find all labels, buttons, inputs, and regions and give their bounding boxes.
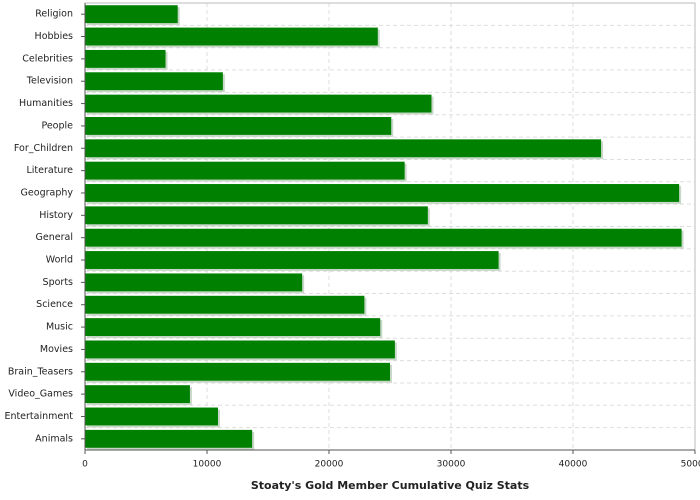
- y-tick-label: Humanities: [19, 98, 73, 109]
- bar: [85, 429, 253, 448]
- bar: [85, 407, 218, 426]
- bar: [85, 5, 178, 24]
- y-tick-label: Movies: [40, 344, 73, 355]
- bar: [85, 161, 405, 180]
- y-tick-label: World: [46, 255, 73, 266]
- y-tick-label: For_Children: [14, 143, 73, 154]
- y-tick-label: Video_Games: [8, 389, 73, 400]
- bar: [85, 318, 381, 337]
- bar: [85, 49, 166, 68]
- bar: [85, 385, 190, 404]
- bar: [85, 295, 365, 314]
- bar: [85, 27, 378, 46]
- y-tick-label: General: [36, 232, 73, 243]
- bar: [85, 94, 432, 113]
- y-tick-label: Celebrities: [22, 53, 73, 64]
- y-tick-label: Music: [46, 322, 73, 333]
- x-tick-label: 30000: [437, 460, 466, 470]
- bar: [85, 362, 390, 381]
- y-tick-label: Television: [26, 76, 73, 87]
- bar: [85, 116, 392, 135]
- y-tick-label: Brain_Teasers: [8, 366, 73, 377]
- y-tick-label: Science: [36, 299, 73, 310]
- y-tick-label: Animals: [35, 433, 73, 444]
- y-tick-label: History: [39, 210, 73, 221]
- bar: [85, 340, 395, 359]
- bar: [85, 251, 499, 269]
- bar: [85, 139, 602, 158]
- x-tick-label: 10000: [193, 460, 222, 470]
- y-tick-label: Hobbies: [35, 31, 74, 42]
- x-tick-label: 20000: [315, 460, 344, 470]
- x-axis-title: Stoaty's Gold Member Cumulative Quiz Sta…: [251, 479, 530, 492]
- bar: [85, 273, 303, 292]
- x-tick-label: 0: [82, 460, 88, 470]
- bar: [85, 184, 680, 202]
- bar: [85, 228, 682, 247]
- y-tick-label: Religion: [35, 9, 73, 20]
- y-tick-label: Sports: [43, 277, 74, 288]
- y-tick-label: Geography: [21, 187, 74, 198]
- bar: [85, 206, 428, 225]
- y-tick-label: People: [41, 120, 73, 131]
- x-tick-label: 50000: [681, 460, 700, 470]
- x-tick-label: 40000: [559, 460, 588, 470]
- y-tick-label: Literature: [26, 165, 73, 176]
- y-tick-label: Entertainment: [4, 411, 73, 422]
- bar: [85, 72, 223, 91]
